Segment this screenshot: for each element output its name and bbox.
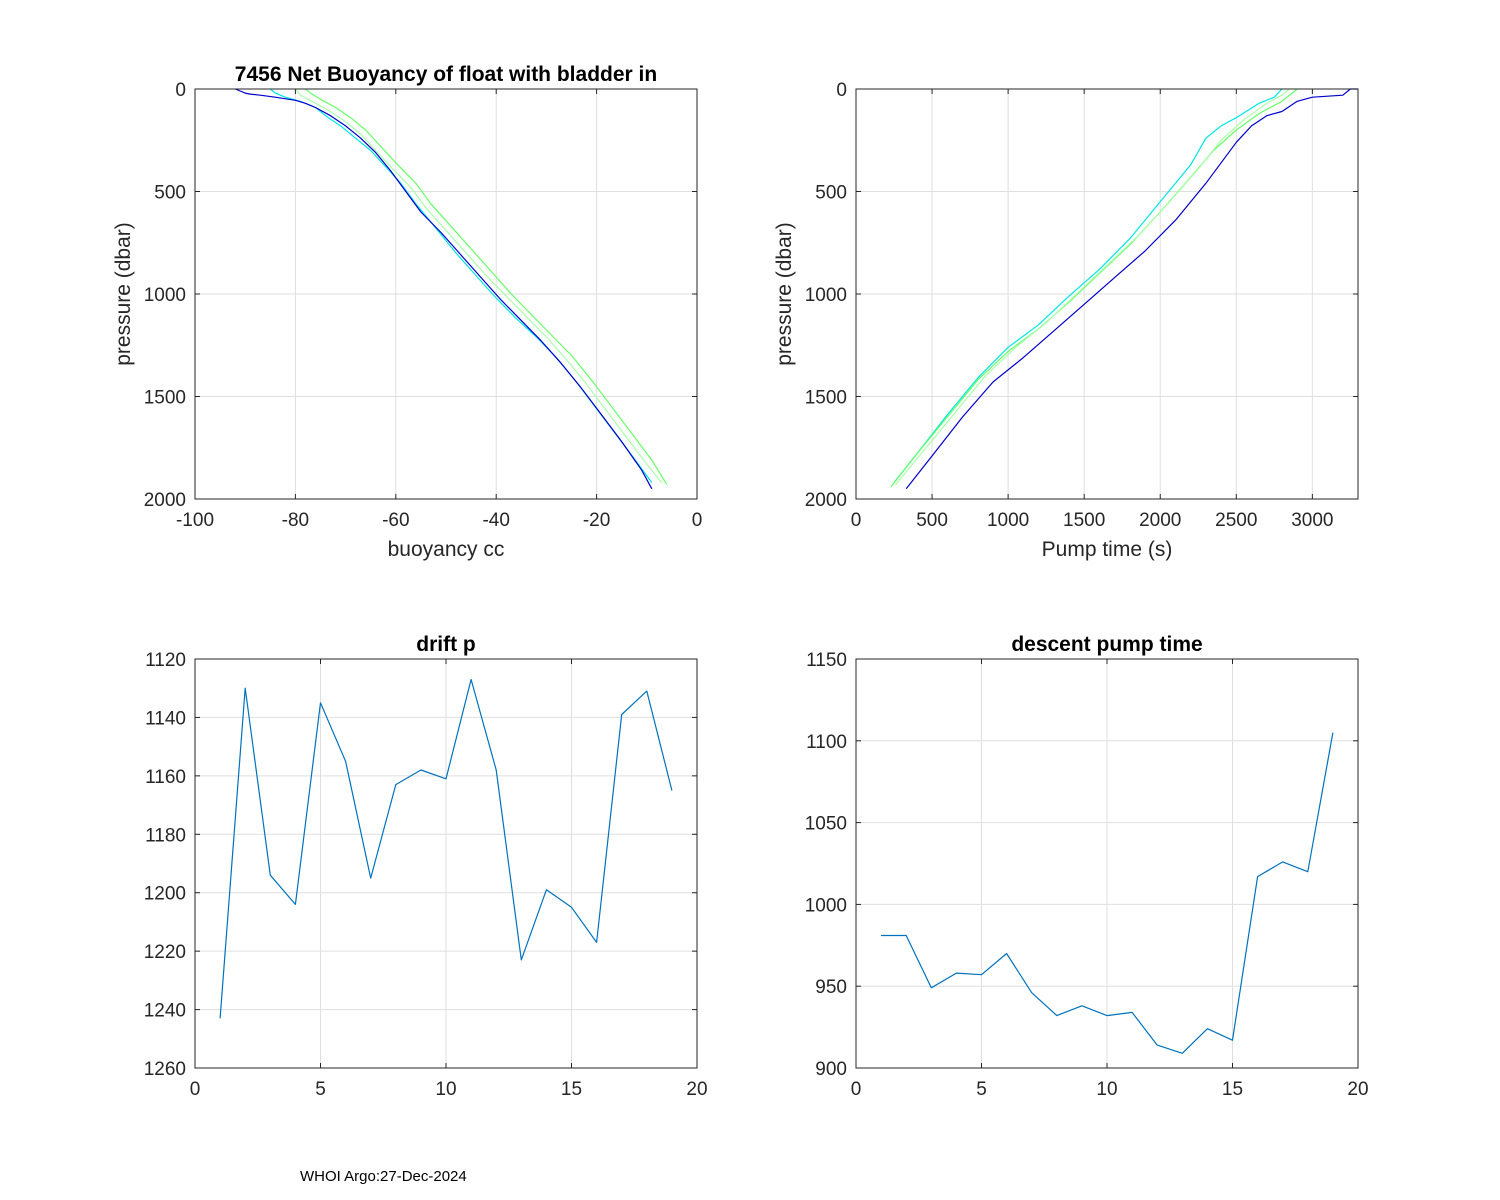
y-tick-label: 1140 (145, 708, 186, 729)
x-tick-label: 20 (686, 1079, 707, 1100)
panel-pumptime: 0 500 1000 1500 2000 2500 3000 0 500 1000 1500 2000… (773, 80, 1359, 561)
y-tick-label: 0 (175, 80, 186, 101)
x-tick-label: 10 (435, 1079, 456, 1100)
y-tick-label: 950 (815, 977, 847, 998)
chart-title: drift p (416, 633, 475, 656)
y-tick-label: 1000 (805, 895, 847, 916)
x-tick-label: 5 (976, 1079, 987, 1100)
y-tick-label: 1220 (144, 942, 186, 963)
chart-title: descent pump time (1011, 633, 1202, 656)
x-tick-label: 10 (1096, 1079, 1117, 1100)
panel-descent: 0 5 10 15 20 900 950 1000 1050 1100 1150 descent pu… (805, 633, 1369, 1100)
series-line-1 (881, 732, 1334, 1054)
x-tick-label: 0 (851, 510, 862, 531)
x-axis-label: Pump time (s) (1042, 538, 1173, 561)
x-tick-label: 0 (190, 1079, 201, 1100)
y-tick-label: 1260 (144, 1059, 186, 1080)
chart-title: 7456 Net Buoyancy of float with bladder … (235, 63, 657, 86)
series-line-3 (895, 88, 1290, 485)
x-tick-label: 1500 (1063, 510, 1105, 531)
series-line-2 (890, 88, 1298, 488)
footer-text: WHOI Argo:27-Dec-2024 (300, 1168, 467, 1185)
x-tick-label: -60 (382, 510, 409, 531)
panel-driftp: 0 5 10 15 20 1120 1140 1160 1180 1200 1220 1240 1260… (144, 633, 708, 1100)
series-line-2 (305, 88, 668, 485)
y-tick-label: 1000 (805, 285, 847, 306)
x-tick-label: 2500 (1215, 510, 1257, 531)
y-tick-label: 2000 (805, 490, 847, 511)
y-tick-label: 1160 (145, 767, 186, 788)
y-tick-label: 1050 (805, 814, 847, 835)
x-tick-label: 500 (916, 510, 948, 531)
y-tick-label: 1500 (805, 388, 847, 409)
x-tick-label: -40 (482, 510, 509, 531)
y-tick-label: 1240 (144, 1001, 186, 1022)
y-tick-label: 1180 (145, 825, 186, 846)
x-tick-label: -20 (583, 510, 610, 531)
y-axis-label: pressure (dbar) (773, 222, 796, 366)
x-tick-label: 2000 (1139, 510, 1181, 531)
x-tick-label: 0 (851, 1079, 862, 1100)
y-tick-label: 500 (154, 183, 186, 204)
y-tick-label: 1120 (145, 650, 186, 671)
y-tick-label: 1000 (144, 285, 186, 306)
x-tick-label: -80 (282, 510, 309, 531)
y-tick-label: 1200 (144, 884, 186, 905)
y-tick-label: 1100 (806, 732, 847, 753)
series-line-3 (294, 88, 663, 483)
y-tick-label: 0 (836, 80, 847, 101)
x-tick-label: 0 (692, 510, 703, 531)
series-line-4 (905, 88, 1358, 490)
x-tick-label: 3000 (1291, 510, 1333, 531)
panel-buoyancy: -100 -80 -60 -40 -20 0 0 500 1000 1500 2000 7456 Ne… (112, 63, 702, 561)
x-axis-label: buoyancy cc (388, 538, 505, 561)
x-tick-label: 15 (1222, 1079, 1243, 1100)
series-line-1 (893, 88, 1283, 483)
y-tick-label: 1150 (806, 650, 847, 671)
y-tick-label: 900 (815, 1059, 847, 1080)
y-axis-label: pressure (dbar) (112, 222, 135, 366)
x-tick-label: 20 (1347, 1079, 1368, 1100)
x-tick-label: 1000 (987, 510, 1029, 531)
y-tick-label: 500 (815, 183, 847, 204)
x-tick-label: -100 (176, 510, 214, 531)
series-line-1 (219, 678, 673, 1019)
y-tick-label: 1500 (144, 388, 186, 409)
y-tick-label: 2000 (144, 490, 186, 511)
series-line-4 (234, 88, 653, 490)
x-tick-label: 5 (315, 1079, 326, 1100)
x-tick-label: 15 (561, 1079, 582, 1100)
